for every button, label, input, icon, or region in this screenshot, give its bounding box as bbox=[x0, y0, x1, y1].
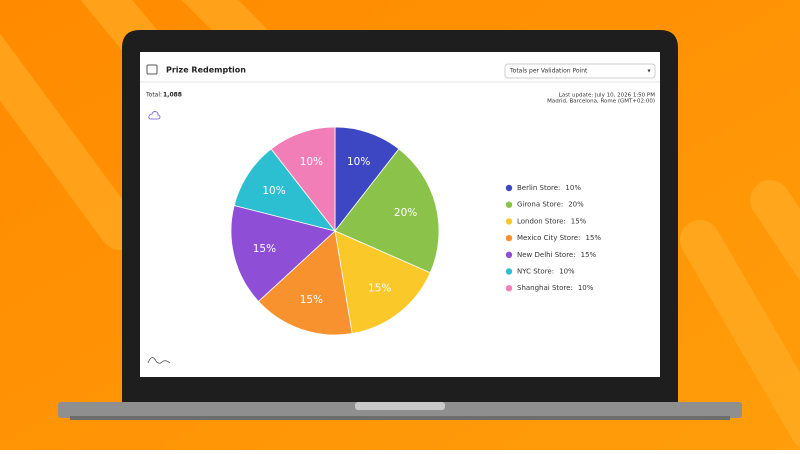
dropdown[interactable] bbox=[504, 63, 656, 79]
timezone: Madrid, Barcelona, Rome (GMT+02:00) bbox=[547, 99, 655, 105]
dropdown-label[interactable]: Totals per Validation Point bbox=[509, 68, 588, 75]
legend-marker bbox=[505, 285, 513, 292]
last-update: Last update: July 10, 2026 1:50 PM bbox=[559, 93, 655, 99]
legend-label: London Store: bbox=[517, 217, 566, 225]
legend-marker bbox=[505, 268, 513, 275]
slice-label: 15% bbox=[253, 243, 276, 255]
pie-slice bbox=[334, 148, 440, 274]
app-icon bbox=[146, 64, 158, 75]
legend-value: 20% bbox=[568, 201, 584, 209]
legend-marker bbox=[505, 218, 513, 225]
legend-marker bbox=[505, 251, 513, 258]
legend-label: Shanghai Store: bbox=[517, 284, 573, 292]
pie-slice bbox=[233, 148, 337, 232]
pie-slice bbox=[257, 230, 353, 336]
pie-slice bbox=[334, 126, 400, 233]
slice-label: 15% bbox=[368, 282, 391, 294]
legend: Berlin Store: 10% Girona Store: 20%London S… bbox=[505, 184, 601, 292]
dropdown-arrow[interactable]: ▾ bbox=[647, 68, 650, 75]
legend-value: 15% bbox=[581, 251, 597, 259]
chart-type-icon[interactable] bbox=[147, 357, 171, 364]
legend-value: 10% bbox=[578, 284, 594, 292]
pie-slice bbox=[230, 204, 336, 303]
legend-value: 10% bbox=[559, 268, 575, 276]
legend-label: Mexico City Store: bbox=[517, 234, 580, 242]
legend-marker bbox=[505, 201, 513, 208]
legend-label: Girona Store: bbox=[517, 201, 563, 209]
legend-value: 15% bbox=[585, 234, 601, 242]
page-title: Prize Redemption bbox=[166, 66, 246, 75]
legend-value: 10% bbox=[565, 184, 581, 192]
legend-label: Berlin Store: bbox=[517, 184, 560, 192]
total-label: Total: bbox=[145, 92, 162, 99]
download-icon[interactable] bbox=[148, 111, 161, 120]
slice-label: 10% bbox=[262, 185, 285, 197]
legend-label: New Delhi Store: bbox=[517, 251, 576, 259]
pie-chart: 10% 20% 15% 15% 15% 10% 10% bbox=[230, 126, 440, 336]
laptop-notch bbox=[355, 402, 445, 410]
slice-label: 10% bbox=[347, 156, 370, 168]
laptop-base-shadow bbox=[70, 416, 730, 420]
legend-marker bbox=[505, 184, 513, 192]
legend-value: 15% bbox=[571, 217, 587, 225]
pie-slice bbox=[334, 230, 431, 335]
pie-slice bbox=[270, 126, 336, 233]
slice-label: 15% bbox=[300, 294, 323, 306]
slice-label: 20% bbox=[394, 207, 417, 219]
legend-label: NYC Store: bbox=[517, 268, 554, 276]
legend-marker bbox=[505, 234, 513, 242]
total-value: 1,088 bbox=[163, 92, 182, 99]
slice-label: 10% bbox=[300, 156, 323, 168]
